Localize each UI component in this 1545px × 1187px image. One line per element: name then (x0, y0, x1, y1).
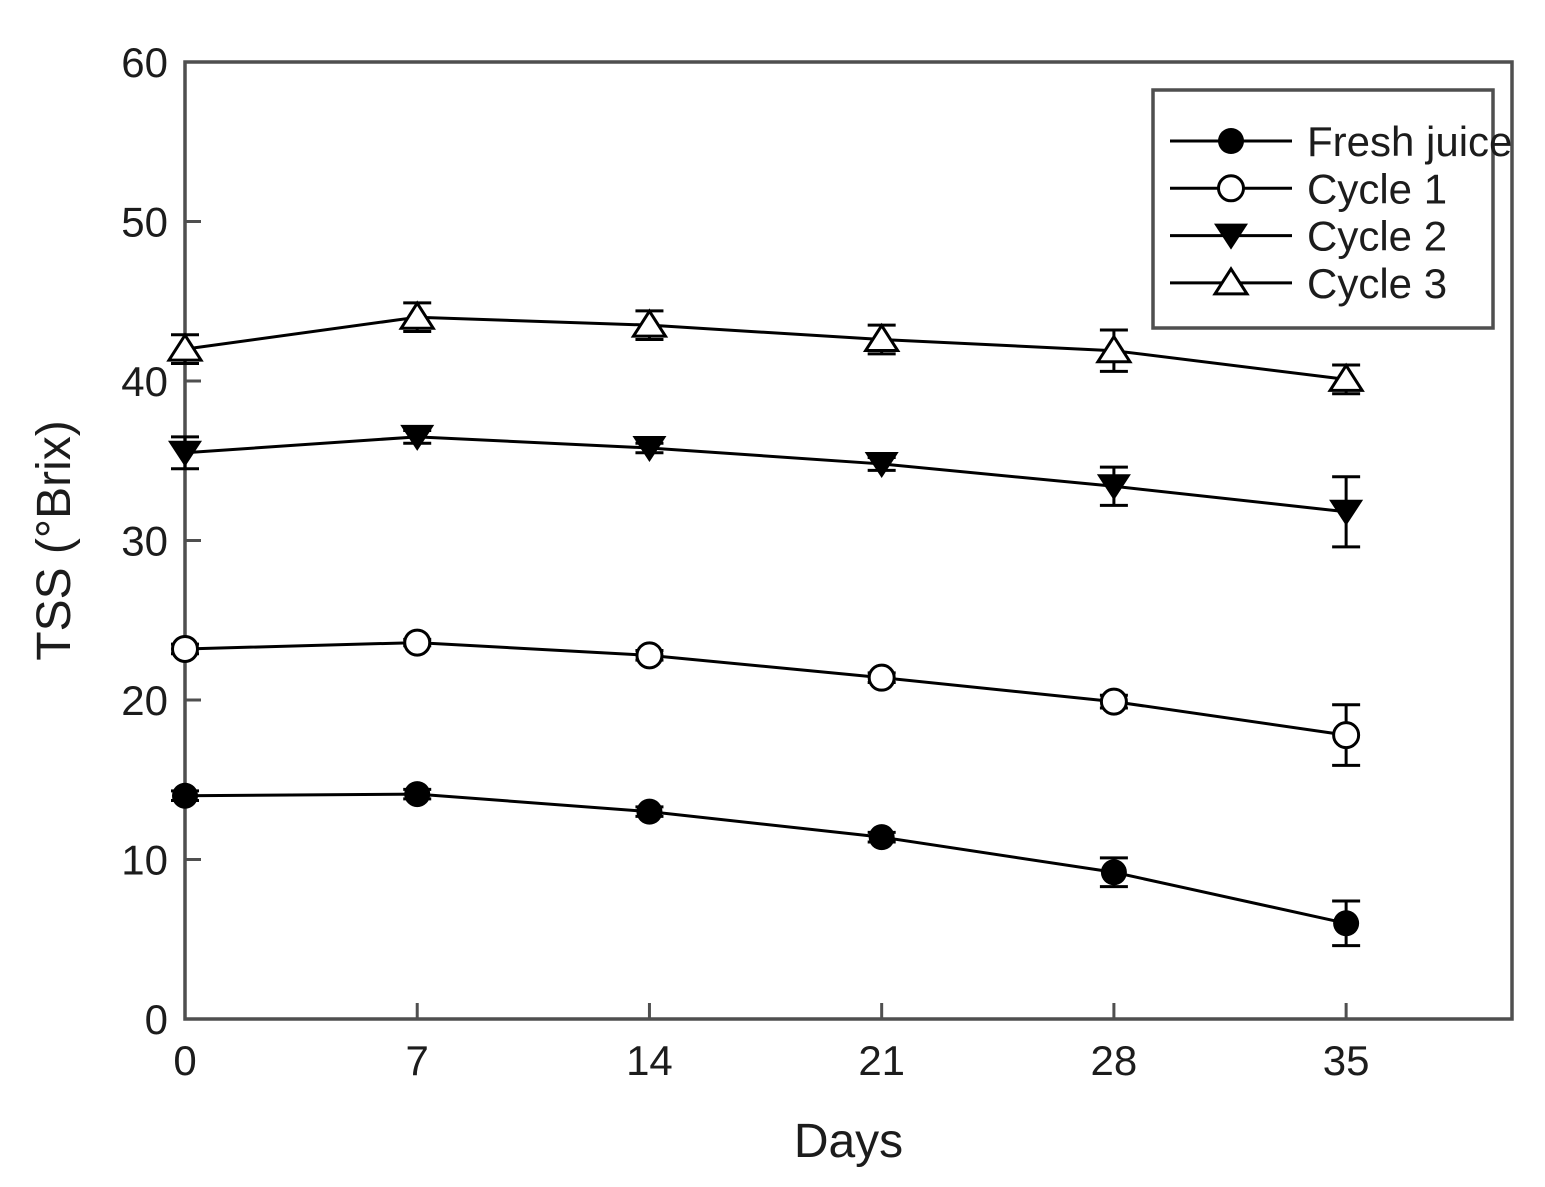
data-point-marker (1217, 174, 1245, 203)
y-axis-label: TSS (°Brix) (28, 420, 81, 661)
series-line (184, 792, 1347, 925)
series-cycle-2 (168, 424, 1364, 549)
data-point-marker (632, 435, 667, 462)
y-axis-tick-label: 60 (121, 39, 168, 86)
data-point-marker (1218, 128, 1244, 154)
data-point-marker (867, 663, 896, 692)
data-point-marker (168, 440, 202, 467)
legend-box (1151, 88, 1495, 330)
data-point-marker (1327, 362, 1365, 392)
plot-frame (183, 60, 1514, 1021)
data-point-marker (1333, 910, 1360, 937)
data-point-marker (1095, 333, 1133, 364)
legend-label: Cycle 1 (1307, 165, 1447, 212)
data-point-marker (172, 782, 198, 809)
y-axis-tick-label: 40 (121, 358, 168, 405)
data-point-marker (1099, 687, 1128, 716)
data-point-marker (1212, 266, 1250, 296)
data-point-marker (398, 300, 436, 330)
legend-label: Cycle 3 (1307, 260, 1447, 307)
legend-label: Cycle 2 (1307, 213, 1447, 260)
series-line (184, 315, 1347, 381)
x-axis-label: Days (794, 1115, 903, 1168)
series-cycle-1 (171, 628, 1361, 767)
x-axis-tick-label: 7 (406, 1037, 429, 1084)
x-axis-tick-label: 35 (1323, 1037, 1370, 1084)
data-point-marker (1332, 721, 1361, 750)
data-point-marker (400, 424, 435, 451)
series-line (184, 641, 1347, 737)
data-point-marker (635, 641, 664, 670)
data-point-marker (1100, 859, 1127, 886)
data-point-marker (868, 824, 895, 851)
data-point-marker (403, 628, 432, 657)
data-point-marker (1096, 474, 1131, 501)
data-point-marker (862, 322, 901, 353)
x-axis-tick-label: 0 (173, 1037, 196, 1084)
series-cycle-3 (166, 300, 1365, 396)
data-point-marker (1214, 223, 1248, 250)
series-line (184, 435, 1347, 514)
data-point-marker (171, 634, 199, 663)
y-axis-tick-label: 0 (145, 996, 168, 1043)
legend-label: Fresh juice (1307, 118, 1512, 165)
x-axis-tick-label: 28 (1091, 1037, 1138, 1084)
x-axis-tick-label: 14 (626, 1037, 673, 1084)
data-point-marker (1329, 499, 1364, 526)
data-point-marker (166, 332, 204, 362)
y-axis-tick-label: 10 (121, 837, 168, 884)
data-point-marker (864, 451, 899, 478)
data-point-marker (404, 781, 431, 808)
series-fresh-juice (171, 781, 1361, 948)
y-axis-tick-label: 50 (121, 199, 168, 246)
legend-item: Cycle 1 (1170, 165, 1447, 212)
x-axis-tick-label: 21 (858, 1037, 905, 1084)
legend-item: Fresh juice (1170, 118, 1512, 165)
legend-item: Cycle 3 (1170, 260, 1447, 307)
data-point-marker (636, 798, 663, 825)
data-point-marker (630, 308, 669, 338)
y-axis-tick-label: 20 (121, 677, 168, 724)
legend-item: Cycle 2 (1170, 213, 1447, 260)
y-axis-tick-label: 30 (121, 518, 168, 565)
